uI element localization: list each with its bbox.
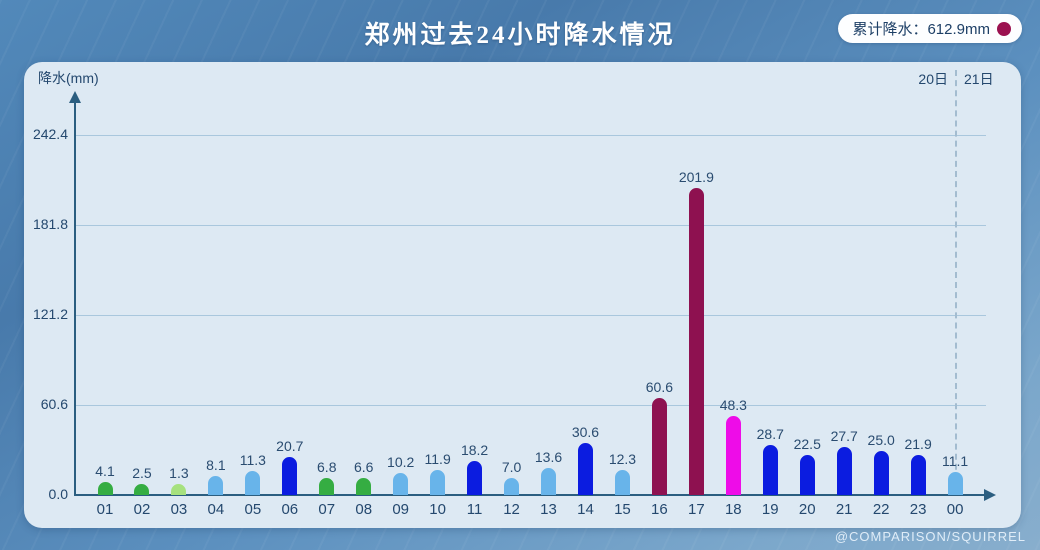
bar-value-hour-05: 11.3 xyxy=(239,452,266,469)
y-tick-242.4: 242.4 xyxy=(32,126,68,142)
maroon-dot-icon xyxy=(997,21,1011,36)
bar-hour-02 xyxy=(134,484,150,495)
page-title: 郑州过去24小时降水情况 xyxy=(364,22,676,49)
y-tick-121.2: 121.2 xyxy=(32,306,68,322)
day-marker-21: 21日 xyxy=(964,71,994,87)
bar-hour-19 xyxy=(762,445,778,495)
bar-hour-14 xyxy=(577,442,593,495)
bar-value-hour-02: 2.5 xyxy=(132,465,152,481)
x-tick-hour-05: 05 xyxy=(244,501,262,518)
bar-hour-16 xyxy=(651,398,667,495)
y-axis-line xyxy=(74,102,76,496)
x-tick-hour-19: 19 xyxy=(761,501,779,518)
x-tick-hour-16: 16 xyxy=(651,501,668,518)
y-tick-181.8: 181.8 xyxy=(32,216,68,232)
x-tick-hour-11: 11 xyxy=(466,501,483,518)
bar-hour-20 xyxy=(799,454,815,495)
bar-value-hour-22: 25.0 xyxy=(867,431,895,448)
gridline-60.6 xyxy=(76,405,986,406)
bar-value-hour-17: 201.9 xyxy=(678,169,714,186)
bar-value-hour-08: 6.6 xyxy=(353,459,374,476)
x-tick-hour-04: 04 xyxy=(207,501,225,518)
bar-hour-17 xyxy=(688,188,704,495)
bar-value-hour-20: 22.5 xyxy=(793,435,821,452)
x-tick-hour-15: 15 xyxy=(614,501,631,518)
x-tick-hour-09: 09 xyxy=(392,501,410,518)
x-tick-hour-12: 12 xyxy=(503,501,520,518)
bar-hour-05 xyxy=(245,471,261,495)
x-tick-hour-10: 10 xyxy=(429,501,446,518)
bar-hour-11 xyxy=(467,460,483,495)
bar-value-hour-07: 6.8 xyxy=(317,458,337,475)
y-axis-arrow-up-icon xyxy=(69,91,81,103)
x-tick-hour-22: 22 xyxy=(872,501,890,518)
bar-hour-18 xyxy=(725,416,741,495)
chart-panel: 降水(mm) 0.0 60.6 121.2 181.8 242.4 20日 21日 4.… xyxy=(24,62,1021,528)
bar-hour-09 xyxy=(393,472,409,495)
x-tick-hour-13: 13 xyxy=(540,501,557,518)
bar-hour-23 xyxy=(910,455,926,495)
y-tick-0.0: 0.0 xyxy=(48,486,68,502)
x-tick-hour-21: 21 xyxy=(835,501,853,518)
bar-value-hour-23: 21.9 xyxy=(904,436,932,453)
bar-value-hour-04: 8.1 xyxy=(206,456,226,473)
bar-value-hour-21: 27.7 xyxy=(830,427,858,444)
bar-hour-01 xyxy=(97,481,113,495)
x-tick-hour-07: 07 xyxy=(318,501,336,518)
x-tick-hour-03: 03 xyxy=(170,501,188,518)
x-tick-hour-18: 18 xyxy=(724,501,742,518)
bar-hour-15 xyxy=(614,469,630,495)
bar-hour-08 xyxy=(356,478,372,495)
x-tick-hour-14: 14 xyxy=(577,501,594,518)
bar-hour-07 xyxy=(319,477,335,495)
day-separator-dashed-line xyxy=(955,70,957,490)
bar-hour-13 xyxy=(541,467,557,495)
bar-value-hour-10: 11.9 xyxy=(424,451,451,468)
bar-hour-12 xyxy=(504,477,520,495)
bar-hour-03 xyxy=(171,484,187,495)
cumulative-legend-label: 累计降水：612.9mm xyxy=(852,21,990,38)
bar-hour-04 xyxy=(208,475,224,495)
bar-hour-10 xyxy=(430,470,446,495)
bar-value-hour-00: 11.1 xyxy=(941,452,969,469)
bar-value-hour-06: 20.7 xyxy=(276,438,304,455)
bar-hour-00 xyxy=(947,471,963,495)
bar-value-hour-18: 48.3 xyxy=(719,397,747,414)
bar-value-hour-01: 4.1 xyxy=(95,462,115,479)
bar-value-hour-19: 28.7 xyxy=(756,426,784,443)
bar-hour-22 xyxy=(873,450,889,495)
x-tick-hour-00: 00 xyxy=(946,501,964,518)
watermark: @COMPARISON/SQUIRREL xyxy=(834,529,1026,544)
x-axis-arrow-right-icon xyxy=(984,489,996,501)
gridline-181.8 xyxy=(76,225,986,226)
bar-hour-06 xyxy=(282,457,298,495)
x-tick-hour-17: 17 xyxy=(688,501,705,518)
x-tick-hour-06: 06 xyxy=(281,501,299,518)
bar-hour-21 xyxy=(836,446,852,495)
x-tick-hour-08: 08 xyxy=(355,501,373,518)
y-axis-label: 降水(mm) xyxy=(38,70,99,86)
x-tick-hour-23: 23 xyxy=(909,501,927,518)
bar-value-hour-03: 1.3 xyxy=(169,465,189,481)
gridline-121.2 xyxy=(76,315,986,316)
bar-value-hour-15: 12.3 xyxy=(608,450,637,467)
bar-value-hour-09: 10.2 xyxy=(387,453,415,470)
bar-value-hour-14: 30.6 xyxy=(571,423,600,440)
gridline-242.4 xyxy=(76,135,986,136)
x-axis-line xyxy=(75,494,986,496)
bar-value-hour-16: 60.6 xyxy=(645,379,674,395)
y-tick-60.6: 60.6 xyxy=(40,396,68,412)
bar-value-hour-12: 7.0 xyxy=(501,458,522,475)
x-tick-hour-02: 02 xyxy=(133,501,151,518)
day-marker-20: 20日 xyxy=(918,71,948,87)
bar-value-hour-13: 13.6 xyxy=(534,448,563,465)
cumulative-legend: 累计降水：612.9mm xyxy=(838,14,1022,43)
x-tick-hour-20: 20 xyxy=(798,501,816,518)
bar-value-hour-11: 18.2 xyxy=(460,441,489,458)
x-tick-hour-01: 01 xyxy=(96,501,114,518)
